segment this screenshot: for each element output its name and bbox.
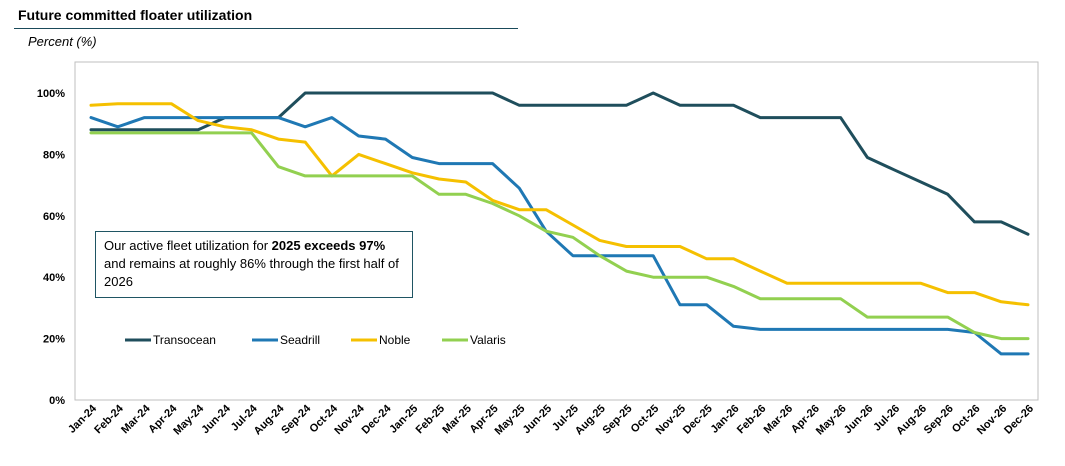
x-tick-label: Aug-24: [252, 402, 287, 437]
x-tick-label: May-25: [493, 403, 528, 438]
y-tick-label: 0%: [49, 395, 65, 407]
x-tick-label: Sep-26: [922, 403, 956, 437]
y-tick-label: 80%: [43, 149, 65, 161]
x-tick-label: Dec-24: [360, 402, 395, 437]
x-tick-label: Aug-26: [894, 403, 929, 438]
legend-label-transocean: Transocean: [153, 333, 216, 347]
x-tick-label: Feb-26: [735, 403, 769, 437]
callout-text-1: Our active fleet utilization for: [104, 238, 272, 253]
x-tick-label: Jun-26: [842, 403, 876, 437]
y-tick-label: 20%: [43, 334, 65, 346]
x-tick-label: Mar-24: [119, 402, 153, 436]
chart-title: Future committed floater utilization: [18, 7, 253, 23]
series-line-noble: [89, 102, 1030, 307]
callout-text-2: and remains at roughly 86% through the f…: [104, 256, 399, 289]
x-tick-label: Sep-24: [279, 402, 314, 437]
x-tick-label: Jun-24: [199, 402, 233, 436]
legend-label-noble: Noble: [379, 333, 411, 347]
x-tick-label: Sep-25: [601, 403, 635, 437]
series-line-transocean: [89, 91, 1030, 236]
x-tick-label: May-24: [171, 402, 206, 437]
legend-label-valaris: Valaris: [470, 333, 506, 347]
x-tick-label: Aug-25: [573, 403, 608, 438]
x-tick-label: Jun-25: [521, 403, 555, 437]
series-line-valaris: [89, 131, 1030, 341]
x-tick-label: Dec-25: [681, 403, 715, 437]
y-tick-label: 40%: [43, 272, 65, 284]
x-tick-label: Mar-26: [762, 403, 796, 437]
x-tick-label: Nov-25: [654, 403, 688, 437]
y-tick-label: 60%: [43, 211, 65, 223]
callout-text-bold: 2025 exceeds 97%: [271, 238, 386, 253]
plot-area-border: [74, 61, 1039, 401]
y-axis-units: Percent (%): [28, 34, 97, 49]
callout-box: Our active fleet utilization for 2025 ex…: [95, 231, 413, 298]
title-divider: [14, 28, 518, 29]
y-tick-label: 100%: [37, 88, 65, 100]
x-tick-label: Feb-25: [414, 403, 448, 437]
x-tick-label: Nov-26: [975, 403, 1009, 437]
x-tick-label: Dec-26: [1002, 403, 1036, 437]
x-tick-label: Mar-25: [440, 403, 474, 437]
legend-label-seadrill: Seadrill: [280, 333, 320, 347]
x-tick-label: May-26: [814, 403, 849, 438]
series-line-seadrill: [89, 116, 1030, 356]
